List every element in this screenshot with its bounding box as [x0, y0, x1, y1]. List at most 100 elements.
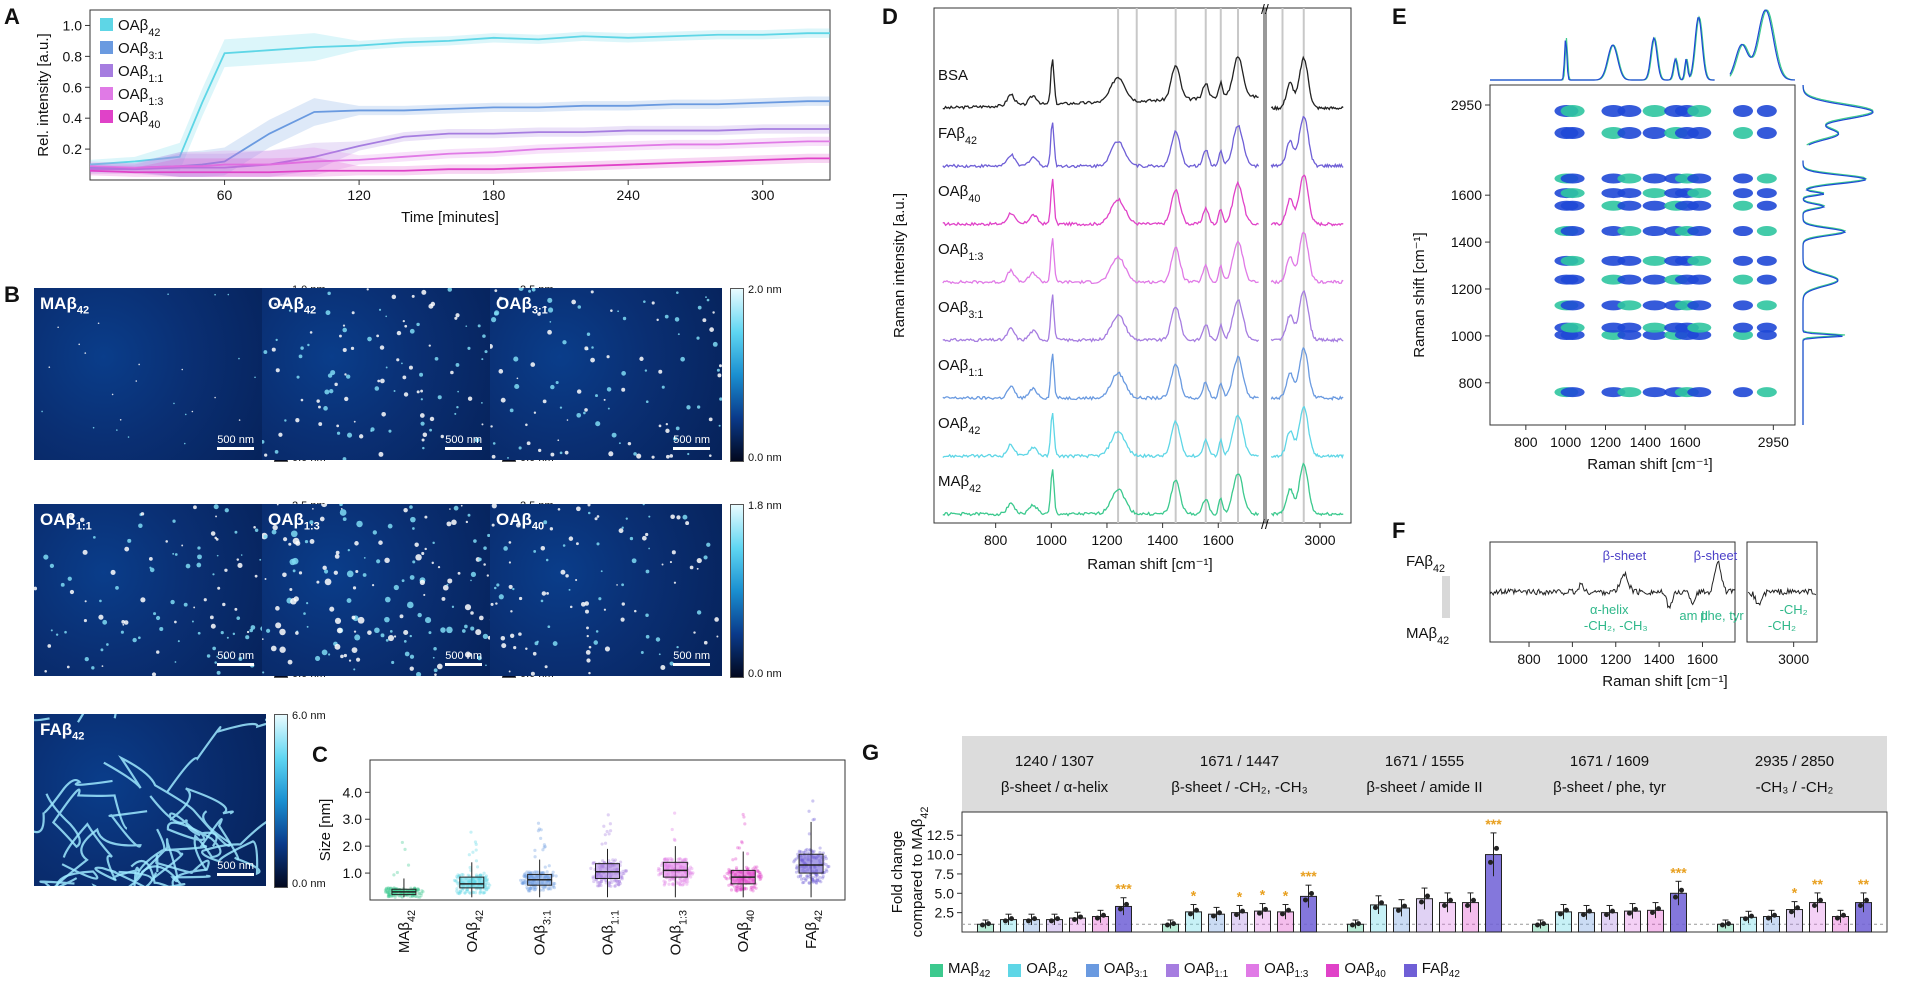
data-point [541, 886, 545, 890]
x-tick-label: 1600 [1203, 532, 1234, 548]
legend-label: OAβ42 [1026, 960, 1067, 980]
particle [555, 380, 559, 385]
correlation-spot [1617, 387, 1642, 398]
data-point [690, 872, 694, 876]
annotation-label: phe, tyr [1700, 608, 1744, 623]
particle [351, 647, 358, 654]
label-base: OAβ [1183, 960, 1215, 977]
particle [625, 517, 628, 520]
particle [344, 373, 347, 376]
particle [212, 573, 215, 576]
category-label: FAβ42 [803, 910, 825, 949]
particle [321, 649, 328, 656]
particle [216, 655, 219, 658]
data-point [400, 895, 404, 899]
data-point [728, 870, 732, 874]
particle [446, 583, 449, 586]
color-bar-min: 0.0 nm [748, 452, 782, 464]
data-point [544, 885, 548, 889]
data-point [687, 873, 691, 877]
scale-bar: 500 nm [673, 434, 710, 450]
particle [470, 611, 474, 615]
data-point [801, 881, 805, 885]
category-label: OAβ42 [464, 910, 486, 952]
correlation-spot [1687, 188, 1712, 199]
data-point [815, 877, 820, 881]
data-point [415, 887, 420, 891]
data-point [821, 874, 825, 879]
legend-swatch [930, 963, 943, 977]
correlation-spot [1687, 200, 1712, 211]
data-point [608, 822, 612, 826]
data-point [725, 871, 729, 876]
category-label-group: FAβ42 [803, 910, 825, 949]
particle [318, 405, 321, 409]
data-point [410, 894, 414, 898]
scale-bar: 500 nm [445, 434, 482, 450]
correlation-spot [1560, 173, 1585, 184]
color-bar [274, 714, 288, 888]
particle [295, 418, 300, 423]
data-point [395, 870, 399, 875]
replicate-point [1858, 903, 1863, 909]
particle [634, 609, 637, 613]
particle [696, 405, 701, 409]
particle [671, 550, 676, 555]
particle [622, 316, 627, 321]
correlation-spot [1617, 200, 1642, 211]
data-point [811, 818, 815, 822]
data-point [727, 883, 731, 887]
correlation-spot [1756, 127, 1777, 139]
data-point [416, 888, 421, 892]
correlation-spot [1756, 300, 1777, 311]
particle [616, 584, 618, 586]
data-point [483, 890, 487, 894]
replicate-point [1448, 897, 1453, 903]
particle [577, 305, 582, 309]
spectrum-label: FAβ42 [938, 125, 977, 147]
data-point [528, 886, 532, 890]
particle [355, 657, 361, 662]
afm-sample-label: OAβ42 [268, 294, 316, 316]
replicate-point [1309, 891, 1314, 897]
particle [149, 567, 155, 573]
data-point [615, 879, 619, 883]
particle [665, 428, 670, 433]
data-point [818, 875, 822, 880]
x-tick-label: 1400 [1147, 532, 1178, 548]
data-point [468, 865, 472, 870]
particle [648, 515, 651, 518]
particle [347, 548, 351, 552]
correlation-spot [1733, 188, 1753, 199]
particle [642, 504, 645, 506]
label-base: OAβ [496, 294, 532, 313]
data-point [536, 870, 540, 874]
data-point [601, 859, 605, 863]
particle [664, 314, 669, 319]
correlation-spot [1687, 322, 1712, 333]
y-tick-label: 12.5 [927, 827, 954, 843]
data-point [617, 879, 621, 883]
replicate-point [1610, 908, 1615, 914]
data-point [526, 887, 530, 891]
particle [645, 532, 649, 537]
data-point [685, 882, 689, 886]
data-point [807, 832, 811, 836]
series-band [90, 136, 830, 177]
particle [610, 309, 613, 312]
data-point [608, 881, 612, 886]
particle [564, 450, 569, 455]
particle [680, 356, 685, 362]
particle [34, 586, 38, 591]
particle [451, 519, 457, 526]
data-point [419, 891, 424, 896]
data-point [727, 867, 731, 872]
particle [238, 357, 240, 360]
particle [84, 352, 87, 354]
particle [562, 340, 567, 345]
particle [213, 504, 219, 510]
particle [618, 528, 624, 534]
particle [122, 623, 125, 626]
particle [465, 325, 468, 327]
fibril [135, 828, 211, 883]
